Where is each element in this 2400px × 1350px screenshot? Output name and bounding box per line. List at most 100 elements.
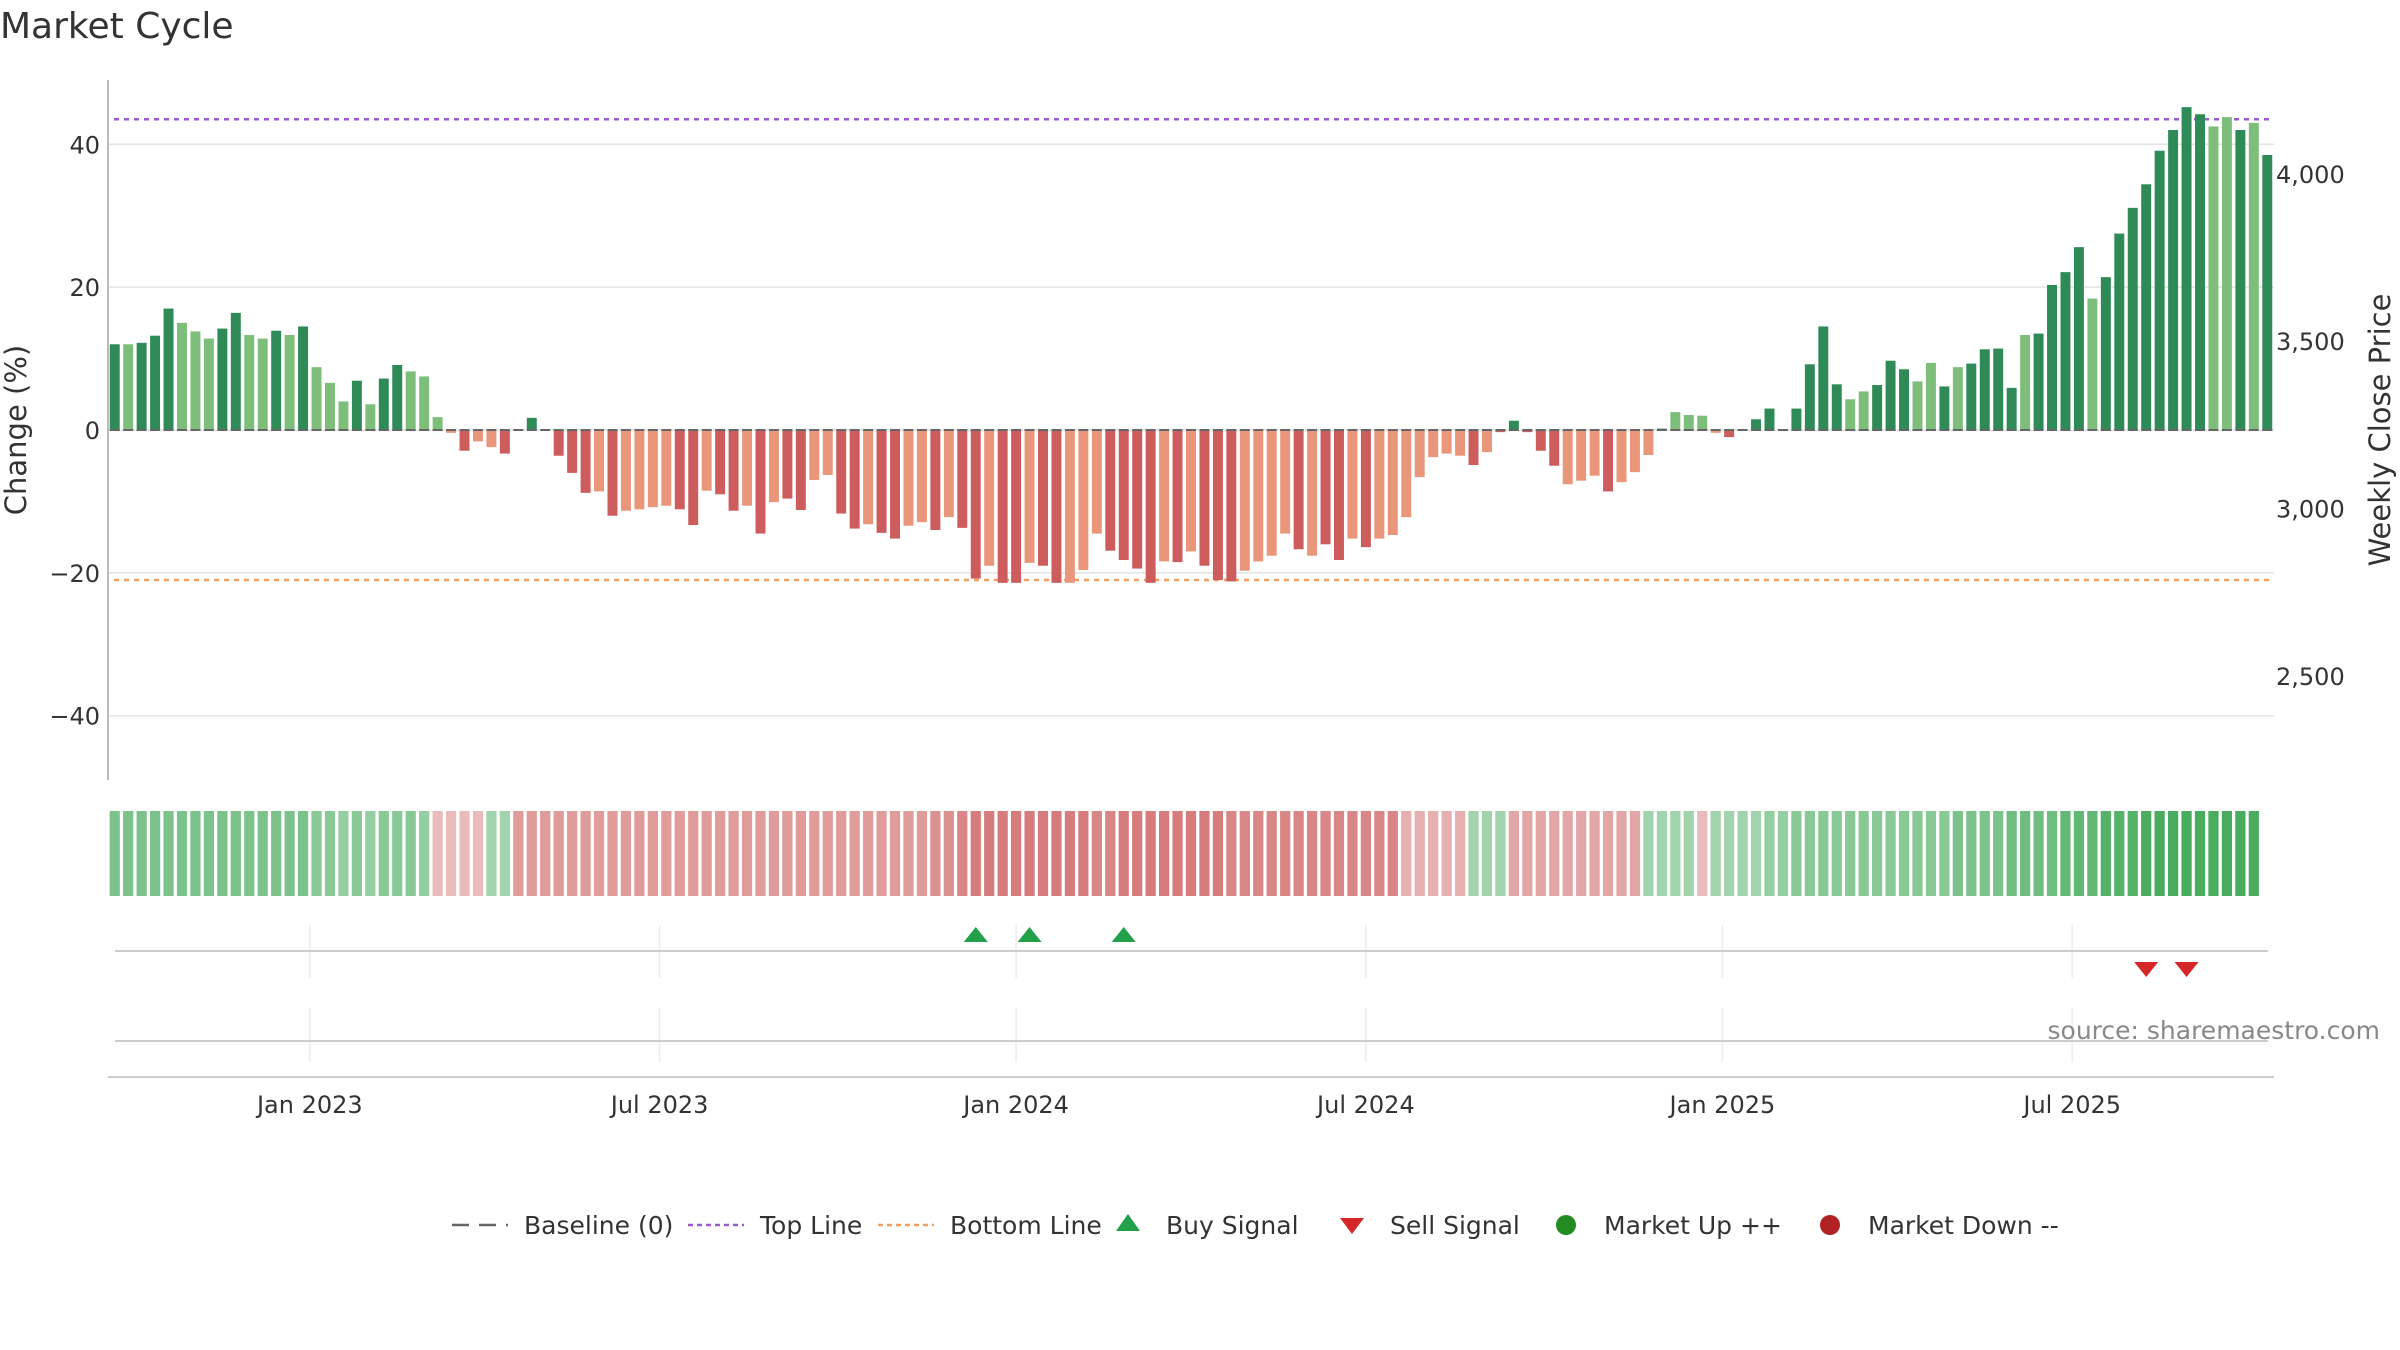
change-bar [674, 430, 685, 510]
heat-cell [1145, 811, 1156, 896]
change-bar [1038, 430, 1048, 566]
change-bar [916, 430, 927, 523]
change-bar [1468, 430, 1479, 465]
heat-cell [1226, 811, 1237, 896]
change-bar [217, 328, 228, 430]
heat-cell [728, 811, 739, 896]
heat-cell [2194, 811, 2206, 896]
heat-cell [957, 811, 968, 896]
change-bar [2168, 130, 2179, 430]
buy-icon [1116, 1214, 1140, 1231]
change-bar [1764, 408, 1775, 430]
heat-cell [176, 811, 188, 896]
change-bar [984, 430, 995, 566]
heat-cell [1522, 811, 1533, 896]
heat-cell [1535, 811, 1546, 896]
heat-cell [1253, 811, 1264, 896]
change-bar [419, 376, 430, 430]
change-bar [2195, 114, 2205, 431]
change-bar [1831, 384, 1842, 430]
x-tick-labels: Jan 2023 Jul 2023 Jan 2024 Jul 2024 Jan 2025… [255, 1091, 2121, 1119]
change-bar [1629, 430, 1640, 473]
heat-cell [1132, 811, 1143, 896]
change-bar [2221, 117, 2232, 431]
heat-cell [1670, 811, 1681, 896]
change-bar [688, 430, 699, 525]
x-tick-label: Jan 2023 [255, 1091, 363, 1119]
change-bar [1011, 430, 1022, 583]
change-bar [325, 382, 335, 430]
legend-label: Buy Signal [1166, 1211, 1299, 1240]
change-bar [190, 331, 201, 430]
change-bar [1912, 381, 1923, 430]
change-bar [365, 404, 376, 430]
heat-cell [1051, 811, 1062, 896]
heat-cell [2235, 811, 2246, 896]
change-bar [1078, 430, 1089, 570]
heat-cell [163, 811, 174, 896]
heat-cell [1791, 811, 1802, 896]
change-bar [795, 430, 806, 510]
heat-cell [1091, 811, 1102, 896]
heat-cell [661, 811, 672, 896]
y-tick-labels: 40 20 0 −20 −40 [49, 131, 100, 730]
heat-cell [1414, 811, 1425, 896]
heat-cell [1831, 811, 1842, 896]
heat-cell [782, 811, 793, 896]
change-bar [1239, 430, 1250, 571]
heat-cell [1468, 811, 1479, 896]
heat-cell [486, 811, 497, 896]
heat-cell [459, 811, 470, 896]
change-bar [1952, 367, 1963, 430]
heat-cell [1401, 811, 1412, 896]
change-bar [1132, 430, 1143, 569]
x-tick-label: Jul 2023 [609, 1091, 709, 1119]
heat-cell [1683, 811, 1694, 896]
legend-label: Sell Signal [1390, 1211, 1520, 1240]
y-tick-label: 20 [69, 274, 100, 302]
change-bar [755, 430, 766, 534]
heat-cell [513, 811, 524, 896]
change-bar [1495, 430, 1506, 433]
sell-signal-marker [2174, 962, 2199, 977]
heat-cell [1872, 811, 1883, 896]
change-bar [1603, 430, 1614, 492]
heat-cell [324, 811, 336, 896]
change-bar [1683, 415, 1694, 430]
heat-cell [620, 811, 632, 896]
heat-cell [1885, 811, 1896, 896]
change-bar [123, 344, 134, 430]
legend-label: Market Up ++ [1604, 1211, 1782, 1240]
heat-cell [1804, 811, 1815, 896]
legend-item-buy: Buy Signal [1116, 1211, 1299, 1240]
heat-cell [109, 811, 120, 896]
change-bar [1993, 348, 2004, 430]
heat-cell [674, 811, 685, 896]
heat-cell [284, 811, 295, 896]
change-bar [499, 430, 510, 454]
change-bar [957, 430, 968, 528]
heat-cell [2046, 811, 2058, 896]
change-bar [1172, 430, 1183, 563]
heat-cell [1643, 811, 1654, 896]
heat-cell [2154, 811, 2165, 896]
legend-label: Bottom Line [950, 1211, 1102, 1240]
legend: Baseline (0) Top Line Bottom Line Buy Signa… [452, 1211, 2059, 1240]
legend-label: Top Line [759, 1211, 862, 1240]
change-bar [863, 430, 874, 525]
change-bar [338, 401, 349, 430]
change-bar [661, 430, 672, 506]
change-bar [1293, 430, 1304, 550]
change-bar [1226, 430, 1237, 582]
heat-cell [849, 811, 860, 896]
change-bar [1643, 430, 1654, 455]
heat-cell [1078, 811, 1089, 896]
heat-cell [930, 811, 941, 896]
heat-cell [2019, 811, 2031, 896]
y2-tick-labels: 4,000 3,500 3,000 2,500 [2276, 161, 2345, 691]
change-bar [1697, 415, 1708, 430]
heat-cell [943, 811, 954, 896]
change-bar [849, 430, 860, 529]
change-bar [472, 430, 483, 442]
y-tick-label: 40 [69, 131, 100, 159]
